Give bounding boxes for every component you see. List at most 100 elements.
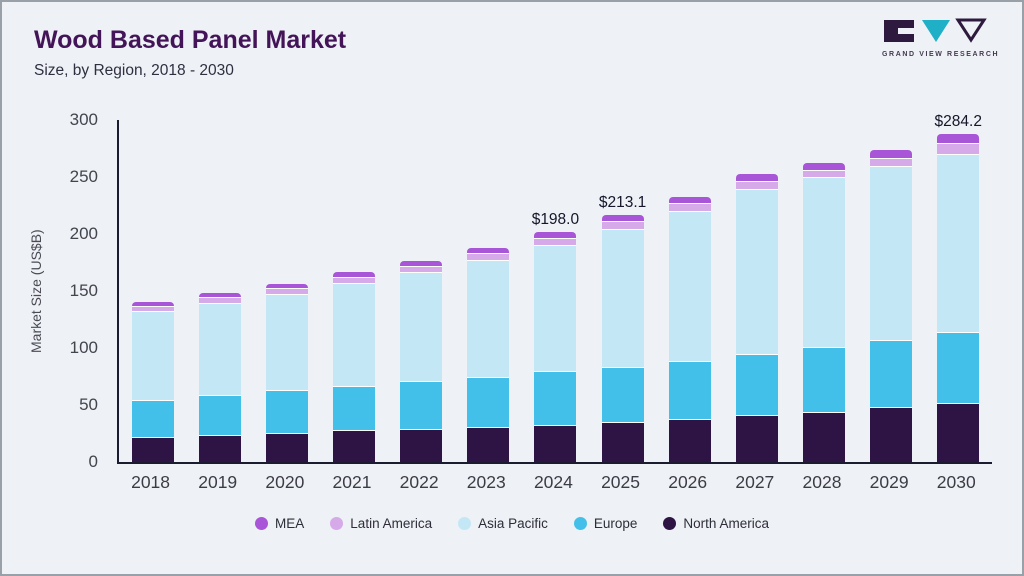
brand-logo-text: GRAND VIEW RESEARCH xyxy=(882,51,1000,58)
bar-segment-europe xyxy=(534,372,577,426)
bar-segment-north-america xyxy=(198,435,241,462)
x-tick-label: 2030 xyxy=(936,472,976,492)
legend-label: Europe xyxy=(593,516,638,531)
bar-segment-north-america xyxy=(332,431,375,462)
legend-label: MEA xyxy=(275,516,305,531)
bar-segment-north-america xyxy=(937,403,980,462)
bar-segment-mea xyxy=(400,260,443,267)
y-tick-label: 250 xyxy=(69,167,98,186)
bar-2027 xyxy=(735,174,778,462)
legend-item-asia-pacific: Asia Pacific xyxy=(458,516,548,531)
bar-segment-europe xyxy=(467,377,510,428)
bar-segment-north-america xyxy=(735,416,778,462)
bar-segment-asia-pacific xyxy=(400,273,443,383)
bar-segment-latin-america xyxy=(735,182,778,190)
bar-2018 xyxy=(131,301,174,462)
bar-segment-asia-pacific xyxy=(534,245,577,373)
bar-2030: $284.2 xyxy=(935,113,982,462)
legend-item-latin-america: Latin America xyxy=(330,516,432,531)
bar-segment-asia-pacific xyxy=(668,211,711,362)
bar-segment-mea xyxy=(467,248,510,255)
bar-segment-latin-america xyxy=(131,306,174,312)
legend-dot-europe xyxy=(573,517,587,530)
y-tick-label: 0 xyxy=(88,452,98,471)
page-title: Wood Based Panel Market xyxy=(34,26,347,54)
bar-segment-latin-america xyxy=(937,144,980,155)
legend-dot-latin-america xyxy=(330,517,344,530)
bar-2025: $213.1 xyxy=(599,194,646,462)
bar-segment-latin-america xyxy=(870,158,913,168)
bar-segment-north-america xyxy=(400,430,443,462)
x-tick-label: 2027 xyxy=(735,472,775,492)
bar-segment-mea xyxy=(601,215,644,223)
bar-segment-mea xyxy=(870,150,913,159)
legend-dot-mea xyxy=(255,517,269,530)
x-axis: 2018 2019 2020 2021 2022 2023 2024 2025 2026 2027… xyxy=(117,472,990,493)
bar-segment-north-america xyxy=(668,419,711,462)
brand-logo-icon xyxy=(884,18,987,43)
bar-segment-asia-pacific xyxy=(332,284,375,387)
bar-segment-latin-america xyxy=(400,266,443,274)
bar-segment-latin-america xyxy=(332,278,375,285)
y-tick-label: 300 xyxy=(69,110,98,129)
bar-2028 xyxy=(802,162,845,462)
bar-value-label: $198.0 xyxy=(531,211,580,229)
bar-segment-mea xyxy=(668,196,711,205)
bar-segment-north-america xyxy=(870,408,913,462)
plot-area: $198.0 $213.1 $284.2 xyxy=(117,113,992,464)
bar-segment-mea xyxy=(198,292,241,299)
chart-legend: MEA Latin America Asia Pacific Europe North … xyxy=(2,516,1022,531)
x-tick-label: 2024 xyxy=(533,472,573,492)
bar-2019 xyxy=(198,292,241,462)
y-tick-label: 50 xyxy=(79,395,98,414)
brand-logo: GRAND VIEW RESEARCH xyxy=(882,18,1000,58)
bar-segment-mea xyxy=(131,301,174,307)
x-tick-label: 2021 xyxy=(332,472,372,492)
x-tick-label: 2023 xyxy=(466,472,506,492)
x-tick-label: 2025 xyxy=(601,472,641,492)
legend-label: North America xyxy=(683,516,769,531)
page-subtitle: Size, by Region, 2018 - 2030 xyxy=(34,62,234,79)
y-axis-ticks: 0 50 100 150 200 250 300 xyxy=(42,110,108,471)
bar-segment-north-america xyxy=(802,412,845,462)
bar-2029 xyxy=(870,150,913,462)
bar-segment-asia-pacific xyxy=(735,189,778,355)
bar-segment-mea xyxy=(937,134,980,145)
bar-segment-asia-pacific xyxy=(870,167,913,342)
bar-2022 xyxy=(400,260,443,462)
bar-2024: $198.0 xyxy=(532,211,579,462)
bar-segment-mea xyxy=(332,272,375,279)
bar-value-label: $284.2 xyxy=(934,113,982,131)
legend-item-europe: Europe xyxy=(573,516,638,531)
bar-segment-north-america xyxy=(467,427,510,462)
bar-segment-europe xyxy=(265,391,308,434)
legend-label: Latin America xyxy=(350,516,433,531)
legend-dot-north-america xyxy=(663,517,677,530)
bar-segment-latin-america xyxy=(601,222,644,230)
x-tick-label: 2028 xyxy=(802,472,842,492)
x-tick-label: 2026 xyxy=(668,472,708,492)
bar-segment-latin-america xyxy=(534,239,577,246)
bar-segment-europe xyxy=(735,355,778,417)
bar-segment-asia-pacific xyxy=(467,260,510,378)
y-tick-label: 100 xyxy=(69,338,98,357)
bar-segment-latin-america xyxy=(668,204,711,212)
bar-2021 xyxy=(332,272,375,462)
x-tick-label: 2018 xyxy=(131,472,171,492)
bar-segment-north-america xyxy=(534,425,577,462)
legend-label: Asia Pacific xyxy=(478,516,548,531)
bar-segment-europe xyxy=(332,386,375,432)
bar-segment-europe xyxy=(870,341,913,409)
legend-item-mea: MEA xyxy=(255,516,304,531)
y-tick-label: 150 xyxy=(69,281,98,300)
bar-segment-asia-pacific xyxy=(601,229,644,368)
bar-segment-north-america xyxy=(601,423,644,462)
bar-segment-asia-pacific xyxy=(265,294,308,392)
bar-segment-europe xyxy=(131,400,174,439)
bar-segment-asia-pacific xyxy=(198,303,241,397)
bar-segment-mea xyxy=(802,162,845,171)
bar-2020 xyxy=(265,283,308,462)
bar-segment-asia-pacific xyxy=(937,154,980,334)
bar-segment-asia-pacific xyxy=(131,311,174,401)
bar-segment-europe xyxy=(668,361,711,420)
